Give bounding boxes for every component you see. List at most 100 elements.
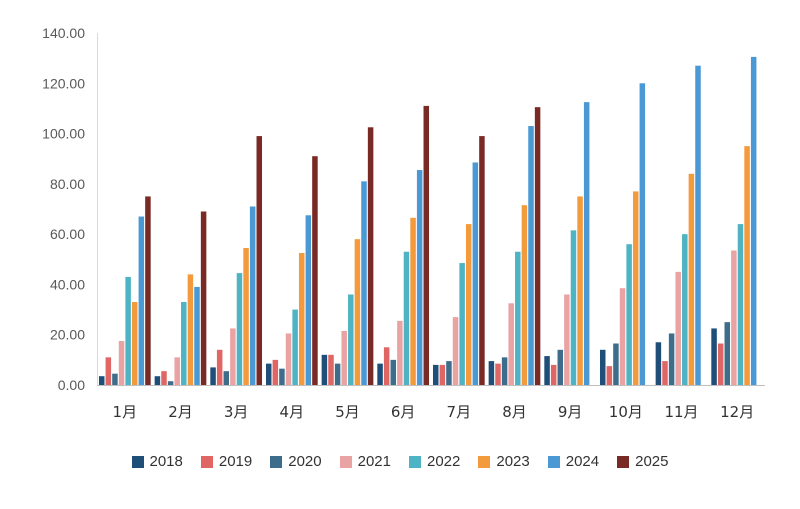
legend-item-2019[interactable]: 2019 xyxy=(200,453,252,470)
bar-2022-2 xyxy=(181,302,187,385)
bar-2020-7 xyxy=(446,361,452,385)
bar-2020-12 xyxy=(724,322,731,385)
bar-2024-5 xyxy=(361,181,367,385)
bar-2021-10 xyxy=(619,288,626,385)
y-tick-label: 0.00 xyxy=(58,377,85,393)
bar-2020-1 xyxy=(112,373,118,385)
legend-swatch xyxy=(339,455,352,468)
bar-2018-10 xyxy=(599,349,606,385)
x-tick-label: 4月 xyxy=(280,403,305,421)
bar-2021-4 xyxy=(285,333,292,385)
bar-2022-11 xyxy=(682,234,688,385)
bar-2023-8 xyxy=(521,205,528,385)
bar-2019-3 xyxy=(216,349,223,385)
bar-2018-1 xyxy=(98,376,105,385)
bar-2021-11 xyxy=(675,271,681,385)
x-tick-label: 2月 xyxy=(168,403,193,421)
bar-2020-5 xyxy=(334,363,341,385)
bar-2022-12 xyxy=(737,224,744,385)
x-tick-label: 7月 xyxy=(447,403,472,421)
legend-item-2023[interactable]: 2023 xyxy=(478,453,530,470)
legend-label: 2023 xyxy=(496,453,530,470)
bar-2018-4 xyxy=(265,363,272,385)
bar-2018-9 xyxy=(544,356,550,385)
bar-2024-7 xyxy=(472,162,479,385)
y-tick-label: 80.00 xyxy=(50,176,85,192)
x-tick-label: 3月 xyxy=(224,403,249,421)
bar-2022-4 xyxy=(292,309,298,385)
legend-label: 2022 xyxy=(427,453,461,470)
legend-item-2024[interactable]: 2024 xyxy=(547,453,600,470)
legend-label: 2025 xyxy=(635,453,669,470)
y-tick-label: 40.00 xyxy=(50,276,85,292)
bar-2019-8 xyxy=(495,363,501,385)
bar-2024-2 xyxy=(194,286,200,385)
bar-2022-5 xyxy=(348,294,354,385)
bar-2023-11 xyxy=(688,173,695,385)
bar-2025-5 xyxy=(367,127,374,385)
bar-2021-5 xyxy=(341,330,347,385)
y-tick-label: 60.00 xyxy=(50,226,85,242)
bar-2025-4 xyxy=(312,156,318,385)
legend-label: 2020 xyxy=(288,453,322,470)
bar-2025-6 xyxy=(423,105,430,385)
bar-2025-2 xyxy=(200,211,207,385)
bar-2022-6 xyxy=(403,251,410,385)
x-tick-label: 11月 xyxy=(664,403,698,421)
bar-2024-10 xyxy=(639,83,646,385)
legend-item-2021[interactable]: 2021 xyxy=(339,453,391,470)
legend-label: 2021 xyxy=(357,453,391,470)
bar-2024-1 xyxy=(138,216,145,385)
bar-2020-11 xyxy=(668,333,675,385)
x-tick-label: 8月 xyxy=(502,403,527,421)
x-tick-label: 1月 xyxy=(113,403,138,421)
bar-2024-6 xyxy=(416,170,423,385)
bar-2023-4 xyxy=(298,253,305,385)
x-tick-label: 6月 xyxy=(391,403,416,421)
bar-2021-8 xyxy=(508,303,514,385)
bar-2021-7 xyxy=(452,317,459,385)
legend-item-2022[interactable]: 2022 xyxy=(409,453,460,470)
bars xyxy=(98,56,757,386)
bar-2022-9 xyxy=(570,230,577,385)
bar-2022-1 xyxy=(125,276,131,385)
x-tick-label: 9月 xyxy=(558,403,583,421)
y-tick-label: 120.00 xyxy=(42,75,85,91)
bar-2018-3 xyxy=(210,367,216,385)
bar-2024-3 xyxy=(249,206,256,385)
legend-swatch xyxy=(617,455,630,468)
bar-2025-3 xyxy=(256,136,263,385)
bar-2024-11 xyxy=(695,65,701,385)
bar-2019-6 xyxy=(383,347,390,385)
bar-2022-8 xyxy=(515,251,521,385)
y-axis: 0.00 20.00 40.00 60.00 80.00 100.00 120.00 140.… xyxy=(42,25,85,393)
bar-2021-9 xyxy=(564,294,570,385)
bar-2024-8 xyxy=(528,126,534,385)
legend-item-2020[interactable]: 2020 xyxy=(270,453,322,470)
legend-item-2018[interactable]: 2018 xyxy=(131,453,183,470)
y-tick-label: 20.00 xyxy=(50,327,85,343)
bar-2018-6 xyxy=(377,363,383,385)
bar-2019-11 xyxy=(662,361,668,385)
bar-2021-6 xyxy=(397,320,403,385)
bar-2019-1 xyxy=(105,357,112,385)
legend-swatch xyxy=(131,455,144,468)
legend-label: 2024 xyxy=(565,453,600,470)
legend-item-2025[interactable]: 2025 xyxy=(617,453,669,470)
x-tick-label: 12月 xyxy=(720,403,754,421)
bar-2023-2 xyxy=(187,274,194,385)
bar-2022-7 xyxy=(459,263,465,385)
bar-2023-7 xyxy=(465,224,472,385)
bar-2023-6 xyxy=(410,217,416,385)
bar-2020-9 xyxy=(557,349,564,385)
bar-2018-2 xyxy=(154,376,161,385)
bar-2022-10 xyxy=(626,244,632,385)
legend: 2018 2019 2020 2021 2022 2023 2024 2025 xyxy=(0,453,800,470)
bar-2024-9 xyxy=(583,102,590,385)
bar-2020-3 xyxy=(223,371,230,385)
bar-2018-8 xyxy=(488,361,495,385)
bar-2024-4 xyxy=(305,215,312,385)
legend-swatch xyxy=(409,455,421,468)
bar-2018-11 xyxy=(655,342,662,385)
bar-2024-12 xyxy=(750,56,757,385)
